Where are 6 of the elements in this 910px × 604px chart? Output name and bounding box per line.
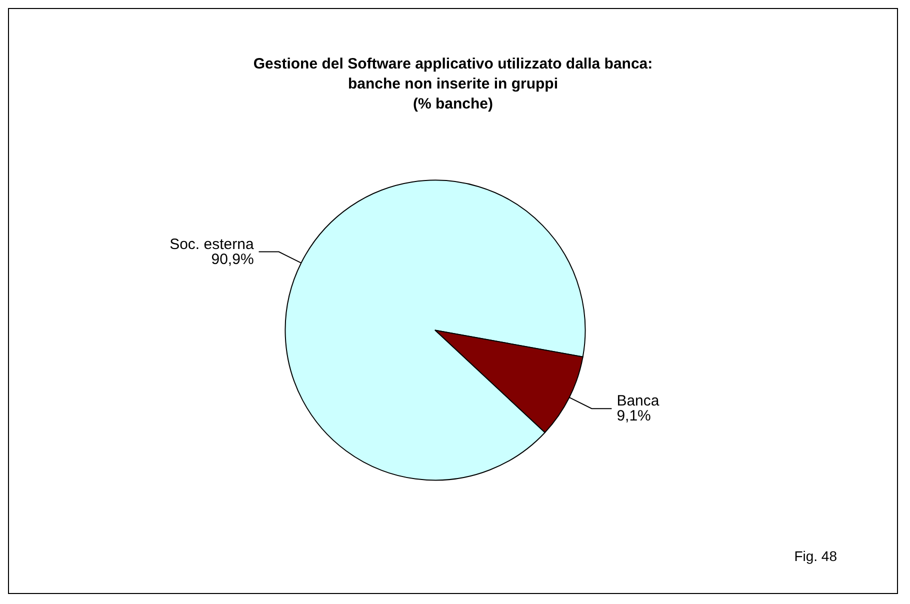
caption: Fig. 48 bbox=[794, 548, 838, 564]
slice-label: Banca bbox=[616, 392, 660, 410]
slice-label: Soc. esterna bbox=[170, 236, 254, 253]
chart-title: Gestione del Software applicativo utilizzato dalla banca: banche non inserite in gruppi (% banche) bbox=[253, 56, 653, 112]
data-label: 90,9% bbox=[211, 250, 254, 268]
data-label: 9,1% bbox=[616, 408, 651, 425]
